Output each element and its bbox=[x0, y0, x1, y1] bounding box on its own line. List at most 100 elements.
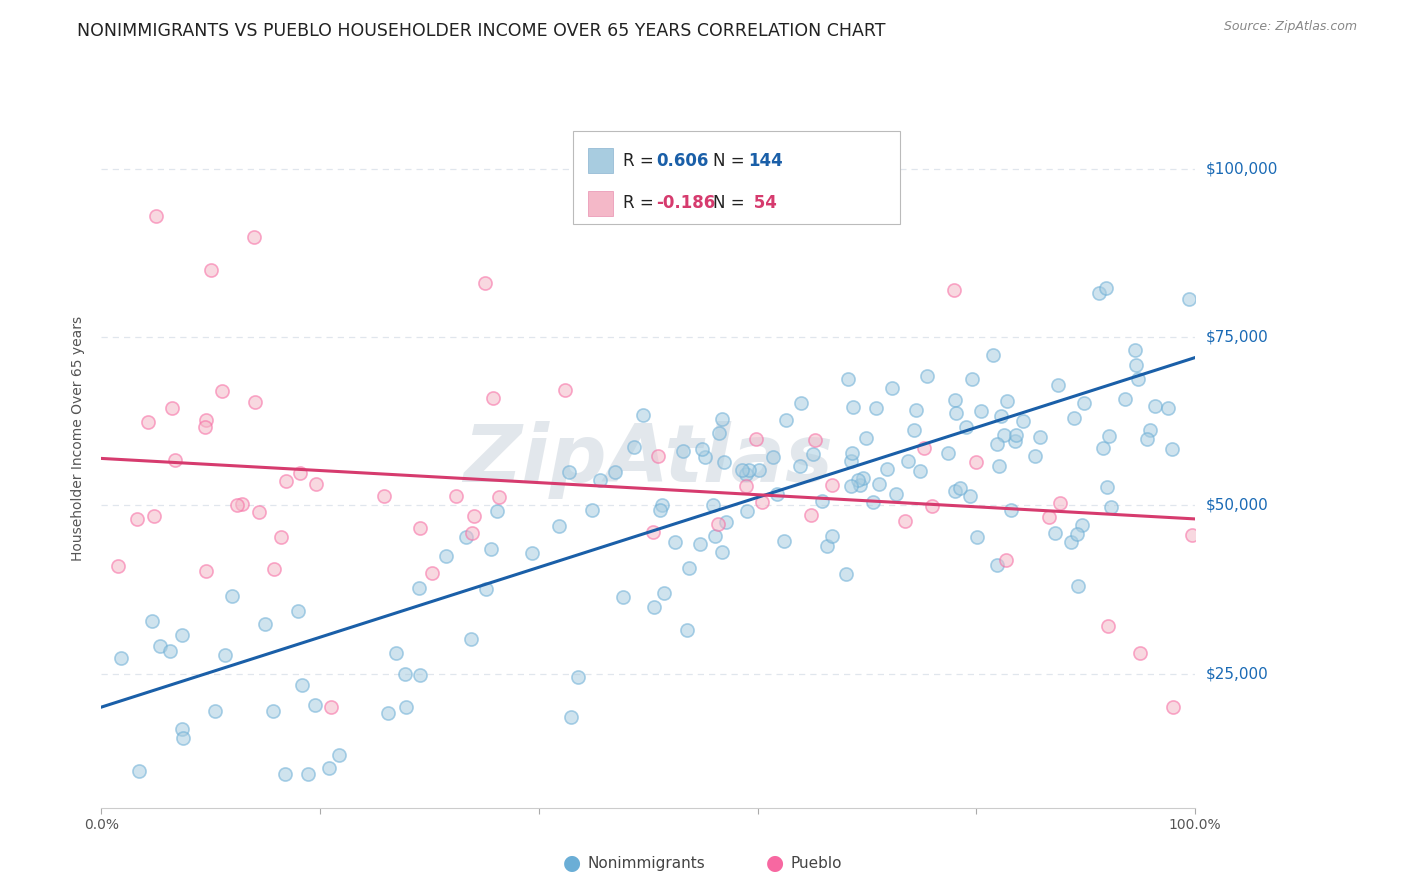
Point bbox=[1156, 401, 1178, 416]
Text: R =: R = bbox=[623, 194, 658, 212]
Point bbox=[211, 384, 233, 399]
Point bbox=[612, 591, 634, 605]
Text: N =: N = bbox=[713, 152, 749, 169]
Point bbox=[815, 539, 838, 553]
Point bbox=[713, 455, 735, 469]
Point bbox=[917, 369, 939, 384]
Point bbox=[1063, 411, 1085, 425]
Point bbox=[249, 504, 271, 518]
Point bbox=[547, 518, 569, 533]
Point bbox=[751, 495, 773, 509]
Point bbox=[894, 514, 917, 528]
Point bbox=[855, 431, 877, 445]
Point bbox=[1024, 449, 1046, 463]
Point bbox=[936, 446, 959, 460]
Point bbox=[846, 473, 869, 487]
Point bbox=[263, 562, 285, 576]
Point bbox=[395, 700, 418, 714]
Point bbox=[821, 478, 844, 492]
Point bbox=[1136, 433, 1159, 447]
Point bbox=[291, 678, 314, 692]
Point bbox=[773, 534, 796, 549]
Point bbox=[965, 455, 987, 469]
Point bbox=[1067, 579, 1090, 593]
Point bbox=[912, 442, 935, 456]
Point bbox=[987, 459, 1010, 474]
Point bbox=[474, 276, 496, 290]
Text: ●: ● bbox=[564, 854, 581, 873]
Text: R =: R = bbox=[623, 152, 658, 169]
Text: 144: 144 bbox=[748, 152, 783, 169]
Point bbox=[460, 526, 482, 541]
Point bbox=[170, 628, 193, 642]
Point bbox=[905, 403, 928, 417]
Point bbox=[270, 529, 292, 543]
Point bbox=[262, 704, 284, 718]
Point bbox=[1123, 343, 1146, 358]
Point bbox=[800, 508, 823, 523]
Point bbox=[737, 504, 759, 518]
Y-axis label: Householder Income Over 65 years: Householder Income Over 65 years bbox=[72, 316, 86, 561]
Point bbox=[704, 529, 727, 543]
Point bbox=[385, 646, 408, 660]
Point bbox=[318, 761, 340, 775]
Point bbox=[970, 404, 993, 418]
Point bbox=[200, 263, 222, 277]
Point bbox=[479, 541, 502, 556]
Point bbox=[897, 453, 920, 467]
Point bbox=[962, 372, 984, 386]
Point bbox=[460, 632, 482, 646]
Point bbox=[738, 463, 761, 477]
Point bbox=[707, 425, 730, 440]
Point bbox=[766, 486, 789, 500]
Point bbox=[1012, 414, 1035, 428]
Point bbox=[1004, 434, 1026, 449]
Point bbox=[1114, 392, 1136, 406]
Point bbox=[775, 413, 797, 427]
Point bbox=[903, 423, 925, 437]
Point bbox=[675, 623, 697, 637]
Point bbox=[986, 436, 1008, 450]
Point bbox=[835, 567, 858, 582]
Point bbox=[654, 585, 676, 599]
Point bbox=[990, 409, 1012, 423]
Point bbox=[408, 668, 430, 682]
Point bbox=[160, 401, 183, 416]
Point bbox=[762, 450, 785, 465]
Point bbox=[643, 599, 665, 614]
Point bbox=[1000, 502, 1022, 516]
Text: Nonimmigrants: Nonimmigrants bbox=[588, 856, 706, 871]
Point bbox=[633, 409, 655, 423]
Point bbox=[664, 535, 686, 549]
Point bbox=[1071, 518, 1094, 533]
Point bbox=[297, 767, 319, 781]
Point bbox=[714, 515, 737, 529]
Point bbox=[852, 471, 875, 485]
Point bbox=[650, 503, 672, 517]
Point bbox=[945, 406, 967, 420]
Point bbox=[226, 498, 249, 512]
Point bbox=[409, 521, 432, 535]
Point bbox=[172, 731, 194, 745]
Point bbox=[319, 700, 342, 714]
Point bbox=[214, 648, 236, 663]
Text: $25,000: $25,000 bbox=[1206, 666, 1268, 681]
Point bbox=[1099, 500, 1122, 515]
Point bbox=[876, 462, 898, 476]
Point bbox=[862, 495, 884, 509]
Point bbox=[560, 710, 582, 724]
Point bbox=[1043, 526, 1066, 541]
Point bbox=[748, 463, 770, 477]
Point bbox=[1143, 399, 1166, 413]
Point bbox=[456, 530, 478, 544]
Point bbox=[581, 503, 603, 517]
Point bbox=[868, 476, 890, 491]
Point bbox=[589, 473, 612, 487]
Point bbox=[1038, 509, 1060, 524]
Point bbox=[623, 441, 645, 455]
Point bbox=[274, 767, 297, 781]
Point bbox=[475, 582, 498, 597]
Point bbox=[689, 537, 711, 551]
Point bbox=[803, 447, 825, 461]
Point bbox=[1098, 429, 1121, 443]
